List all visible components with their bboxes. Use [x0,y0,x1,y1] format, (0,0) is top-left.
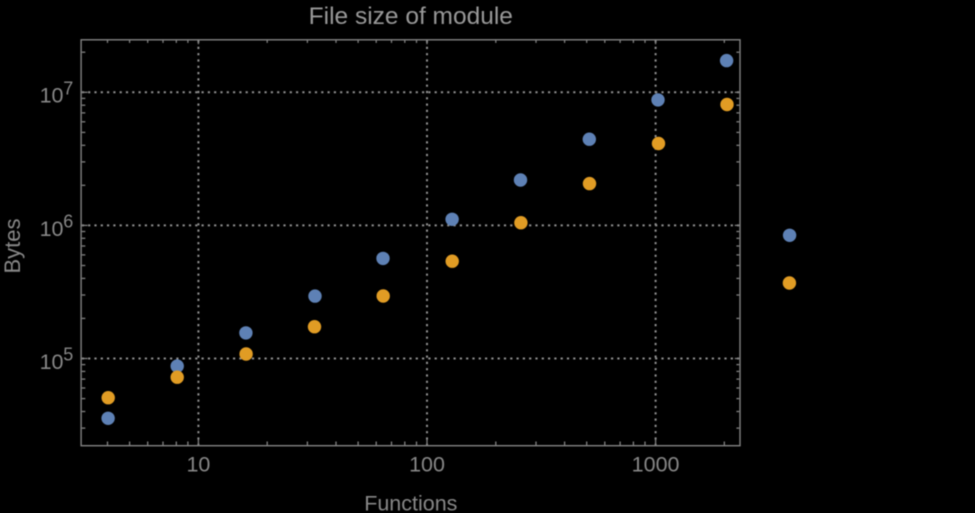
svg-text:Bytes: Bytes [0,218,25,273]
svg-text:10: 10 [40,217,64,241]
svg-text:5: 5 [63,345,73,365]
svg-text:File size of module: File size of module [309,3,513,30]
svg-text:1000: 1000 [632,453,680,477]
svg-text:10: 10 [40,84,64,108]
svg-text:100: 100 [409,453,445,477]
svg-text:Functions: Functions [364,492,457,513]
svg-text:7: 7 [63,78,73,98]
svg-text:6: 6 [63,211,73,231]
svg-text:10: 10 [40,350,64,374]
svg-text:10: 10 [186,453,210,477]
